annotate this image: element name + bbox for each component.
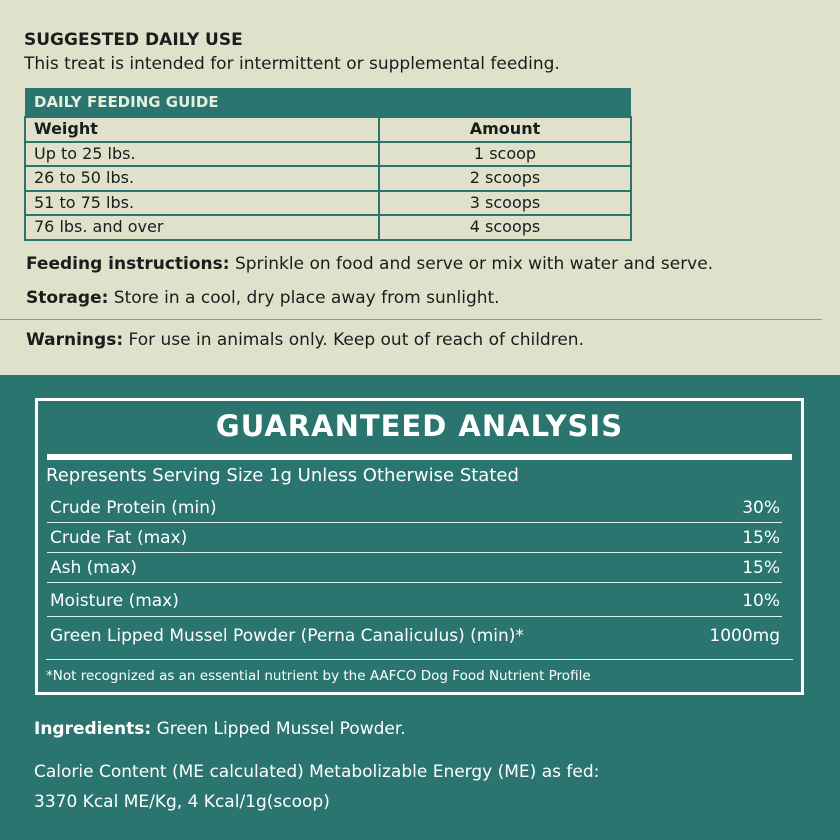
header-amount: Amount — [378, 116, 632, 143]
feeding-text: Sprinkle on food and serve or mix with w… — [229, 254, 714, 274]
nutrient-name: Green Lipped Mussel Powder (Perna Canali… — [50, 626, 524, 646]
divider — [0, 319, 822, 320]
nutrient-value: 10% — [742, 590, 780, 611]
analysis-row: Ash (max) 15% — [47, 553, 782, 583]
calorie-line-1: Calorie Content (ME calculated) Metaboli… — [34, 762, 600, 782]
ingredients: Ingredients: Green Lipped Mussel Powder. — [34, 719, 406, 739]
warnings-label: Warnings: — [26, 330, 124, 350]
ingredients-label: Ingredients: — [34, 719, 152, 739]
nutrient-value: 1000mg — [709, 626, 780, 646]
storage-label: Storage: — [26, 288, 109, 308]
ingredients-text: Green Lipped Mussel Powder. — [151, 719, 406, 739]
nutrient-name: Moisture (max) — [50, 590, 179, 611]
weight-cell: Up to 25 lbs. — [24, 140, 380, 167]
analysis-footnote: *Not recognized as an essential nutrient… — [46, 659, 793, 684]
nutrient-name: Ash (max) — [50, 557, 137, 578]
analysis-row: Green Lipped Mussel Powder (Perna Canali… — [47, 619, 782, 653]
analysis-row: Crude Protein (min) 30% — [47, 493, 782, 523]
weight-cell: 76 lbs. and over — [24, 214, 380, 241]
analysis-row: Moisture (max) 10% — [47, 585, 782, 617]
feeding-guide-table: DAILY FEEDING GUIDE Weight Amount Up to 2… — [24, 88, 632, 241]
amount-cell: 1 scoop — [378, 140, 632, 167]
nutrient-value: 15% — [742, 527, 780, 548]
nutrient-name: Crude Protein (min) — [50, 497, 217, 518]
feeding-label: Feeding instructions: — [26, 254, 230, 274]
title-rule — [47, 454, 792, 460]
amount-cell: 4 scoops — [378, 214, 632, 241]
storage-text: Store in a cool, dry place away from sun… — [108, 288, 500, 308]
usage-section: SUGGESTED DAILY USE This treat is intend… — [0, 0, 840, 375]
header-weight: Weight — [24, 116, 380, 143]
table-row: 76 lbs. and over 4 scoops — [24, 214, 632, 241]
calorie-line-2: 3370 Kcal ME/Kg, 4 Kcal/1g(scoop) — [34, 792, 330, 812]
feeding-instructions: Feeding instructions: Sprinkle on food a… — [26, 254, 713, 274]
feeding-guide-caption: DAILY FEEDING GUIDE — [25, 88, 631, 117]
nutrient-value: 15% — [742, 557, 780, 578]
serving-size: Represents Serving Size 1g Unless Otherw… — [46, 465, 519, 486]
analysis-title: GUARANTEED ANALYSIS — [215, 409, 624, 443]
guaranteed-analysis-box: GUARANTEED ANALYSIS Represents Serving S… — [35, 398, 804, 695]
weight-cell: 51 to 75 lbs. — [24, 189, 380, 216]
table-row: Up to 25 lbs. 1 scoop — [24, 140, 632, 167]
suggested-intro: This treat is intended for intermittent … — [24, 54, 560, 74]
table-header-row: Weight Amount — [24, 116, 632, 143]
analysis-row: Crude Fat (max) 15% — [47, 523, 782, 553]
warnings: Warnings: For use in animals only. Keep … — [26, 330, 584, 350]
table-row: 51 to 75 lbs. 3 scoops — [24, 189, 632, 216]
amount-cell: 2 scoops — [378, 165, 632, 192]
nutrient-value: 30% — [742, 497, 780, 518]
amount-cell: 3 scoops — [378, 189, 632, 216]
table-row: 26 to 50 lbs. 2 scoops — [24, 165, 632, 192]
nutrient-name: Crude Fat (max) — [50, 527, 188, 548]
weight-cell: 26 to 50 lbs. — [24, 165, 380, 192]
storage: Storage: Store in a cool, dry place away… — [26, 288, 500, 308]
warnings-text: For use in animals only. Keep out of rea… — [123, 330, 584, 350]
suggested-heading: SUGGESTED DAILY USE — [24, 30, 243, 50]
